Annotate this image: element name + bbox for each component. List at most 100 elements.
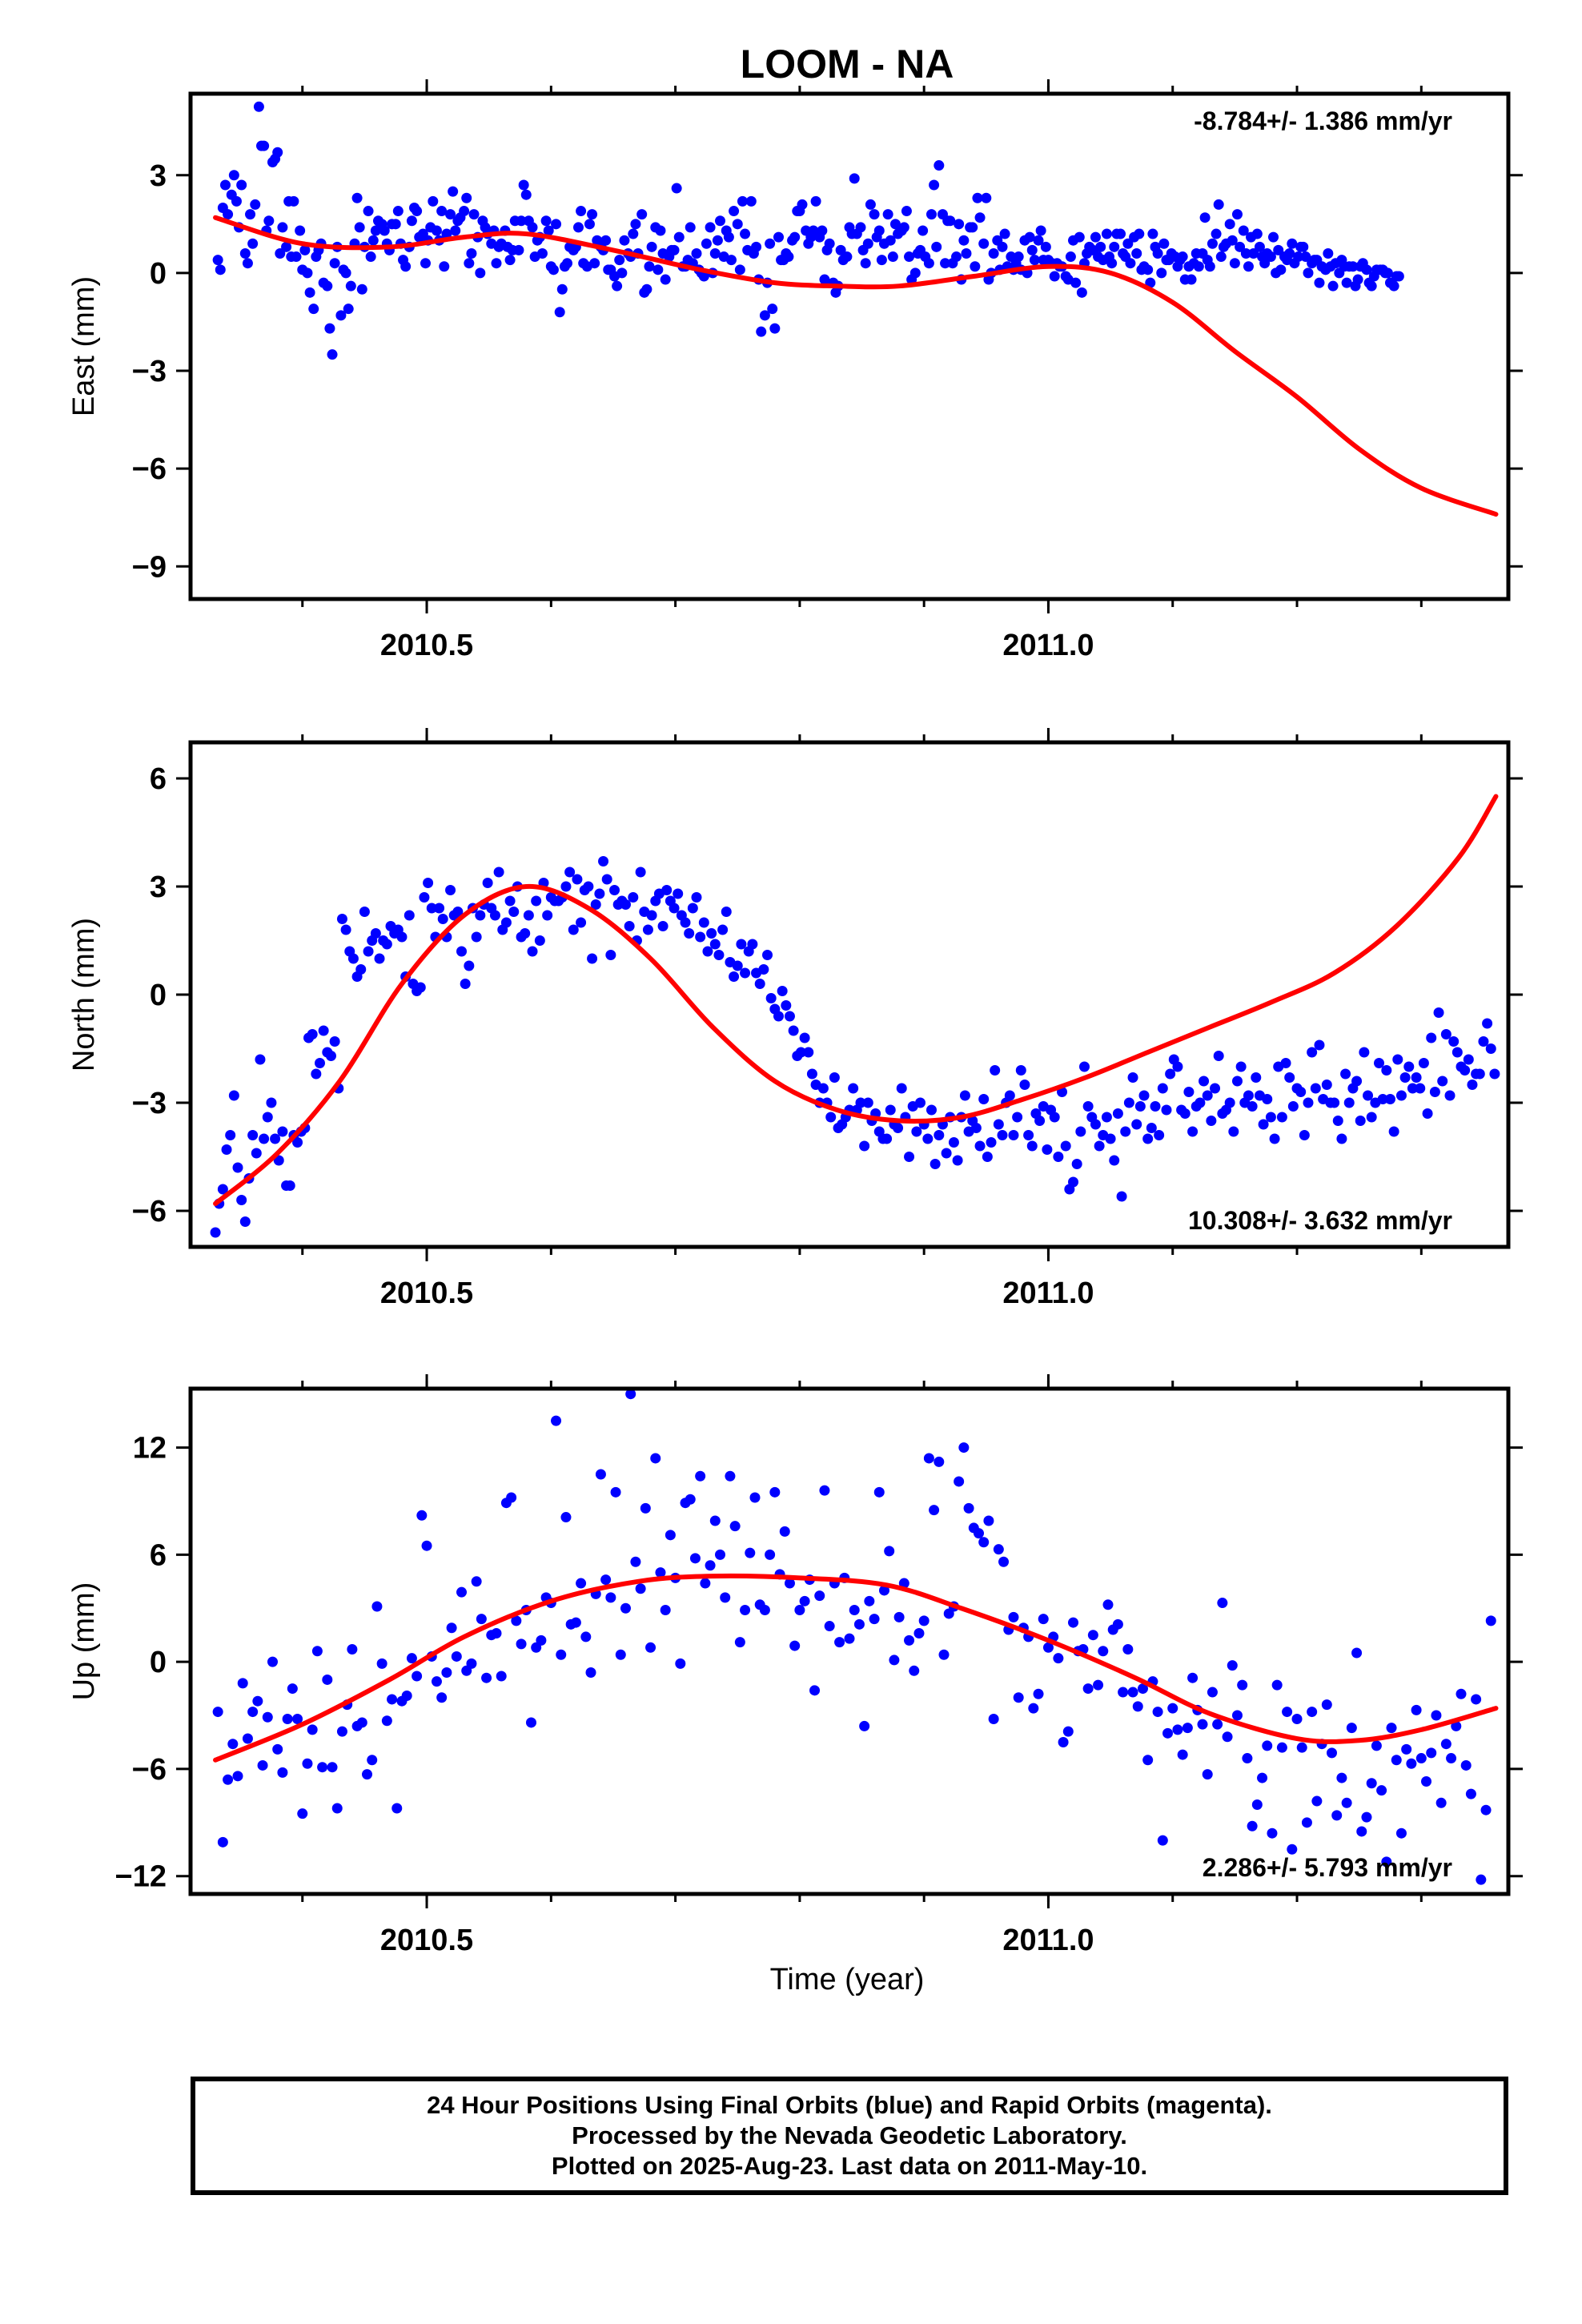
y-axis-label: East (mm): [67, 276, 101, 416]
data-point: [1426, 0, 1436, 6]
data-point: [913, 1627, 925, 1638]
data-point: [951, 251, 962, 263]
data-point: [803, 1047, 814, 1058]
data-point: [570, 1617, 581, 1628]
data-point: [769, 1486, 781, 1498]
data-point: [219, 179, 231, 191]
data-point: [1336, 1772, 1347, 1783]
data-point: [669, 244, 680, 255]
data-point: [1157, 1083, 1168, 1094]
data-point: [324, 323, 335, 334]
data-point: [307, 1724, 318, 1735]
data-point: [865, 199, 876, 210]
data-point: [237, 1678, 248, 1689]
data-point: [471, 931, 482, 943]
data-point: [1418, 1058, 1429, 1068]
data-point: [1371, 1740, 1382, 1751]
data-point: [673, 231, 685, 243]
data-point: [762, 950, 773, 960]
data-point: [1340, 1068, 1351, 1080]
data-point: [228, 170, 239, 181]
data-point: [1406, 1758, 1417, 1769]
data-point: [1137, 1683, 1148, 1695]
data-point: [740, 228, 751, 239]
data-point: [737, 195, 748, 207]
data-point: [436, 1692, 448, 1703]
data-point: [572, 222, 584, 233]
data-point: [1419, 0, 1429, 6]
data-point: [720, 1592, 731, 1603]
data-point: [1341, 277, 1352, 288]
data-point: [1411, 1072, 1422, 1083]
data-point: [904, 1634, 915, 1646]
data-point: [1464, 0, 1475, 6]
data-point: [242, 258, 253, 269]
data-point: [288, 195, 299, 207]
data-point: [1432, 0, 1443, 6]
data-point: [406, 215, 417, 227]
data-point: [1033, 235, 1044, 246]
data-point: [516, 215, 527, 227]
data-point: [325, 1051, 336, 1061]
caption-box: 24 Hour Positions Using Final Orbits (bl…: [191, 2077, 1508, 2195]
data-point: [931, 241, 942, 252]
data-point: [540, 215, 552, 227]
data-point: [1210, 1083, 1221, 1094]
data-point: [1273, 244, 1284, 255]
data-point: [1415, 1083, 1426, 1094]
data-point: [999, 228, 1010, 239]
data-point: [695, 931, 706, 943]
data-point: [1235, 1061, 1247, 1072]
data-point: [993, 1544, 1004, 1555]
data-point: [1301, 1817, 1312, 1828]
data-point: [1271, 1679, 1283, 1691]
data-point: [700, 1578, 711, 1589]
data-point: [277, 1126, 288, 1137]
data-point: [1377, 1094, 1388, 1104]
data-point: [825, 1112, 837, 1123]
data-point: [318, 1025, 329, 1036]
data-point: [859, 1140, 870, 1152]
data-point: [223, 209, 234, 220]
data-point: [359, 907, 370, 917]
data-point: [849, 1604, 860, 1615]
data-point: [299, 244, 311, 255]
data-point: [336, 914, 347, 924]
data-point: [277, 222, 288, 233]
data-point: [1093, 1679, 1104, 1691]
data-point: [723, 231, 734, 243]
data-point: [824, 238, 835, 249]
data-point: [247, 1130, 259, 1140]
data-point: [1202, 1090, 1213, 1101]
data-point: [534, 935, 545, 946]
data-point: [496, 1671, 507, 1682]
data-point: [367, 1755, 378, 1766]
data-point: [1435, 0, 1445, 6]
data-point: [1481, 0, 1492, 6]
data-point: [548, 264, 559, 275]
data-point: [376, 1658, 387, 1669]
data-point: [1068, 1617, 1079, 1628]
data-point: [527, 222, 538, 233]
data-point: [754, 979, 765, 989]
data-point: [660, 274, 671, 285]
data-point: [1314, 277, 1325, 288]
data-point: [1172, 1061, 1183, 1072]
data-point: [601, 874, 612, 885]
data-point: [523, 910, 534, 921]
data-point: [652, 264, 664, 275]
data-point: [797, 199, 808, 210]
data-point: [853, 1618, 865, 1630]
data-point: [329, 1036, 340, 1047]
data-point: [1156, 267, 1167, 279]
data-point: [464, 258, 475, 269]
data-point: [426, 903, 437, 914]
data-point: [355, 964, 367, 975]
data-point: [978, 238, 990, 249]
data-point: [938, 1649, 950, 1660]
data-point: [406, 1653, 417, 1664]
data-point: [885, 1104, 896, 1116]
data-point: [740, 1604, 751, 1615]
data-point: [759, 310, 770, 321]
data-point: [456, 1586, 468, 1598]
